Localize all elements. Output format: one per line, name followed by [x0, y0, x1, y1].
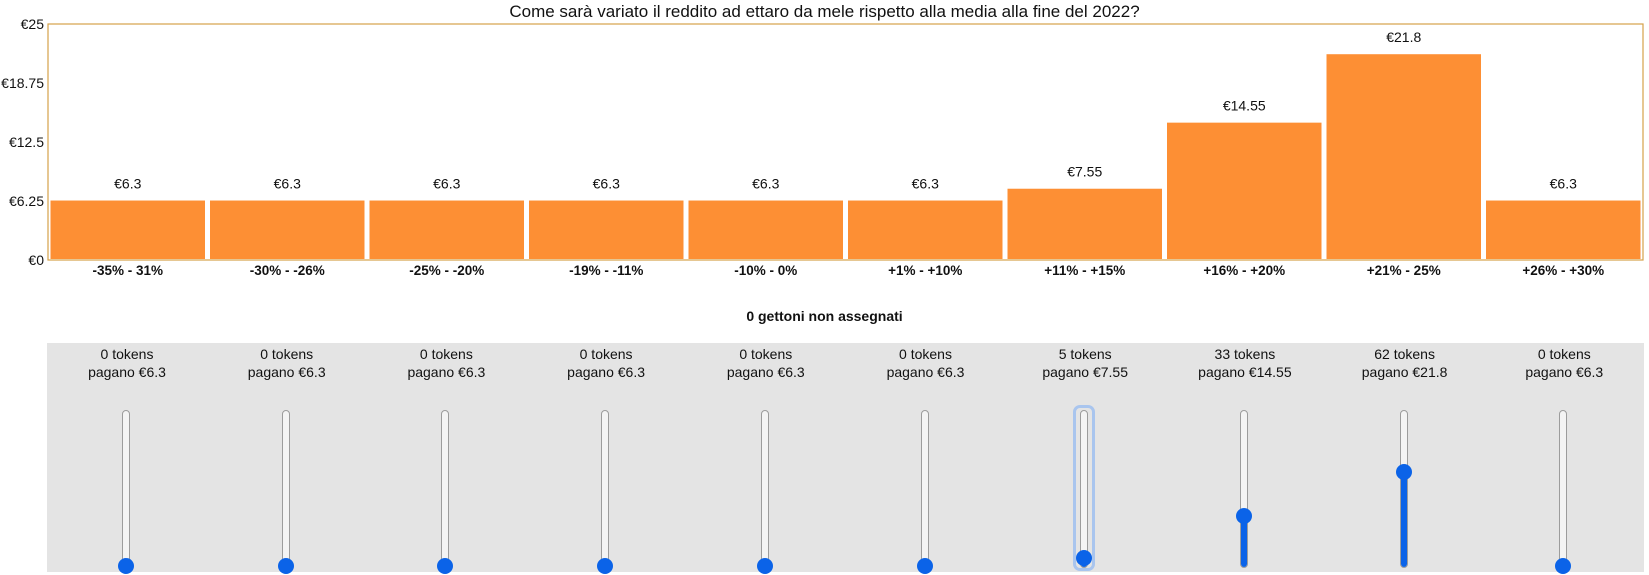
bar [1167, 122, 1322, 259]
slider-thumb[interactable] [756, 558, 773, 574]
token-slider-column: 0 tokens pagano €6.3 [47, 343, 207, 574]
y-tick-label: €0 [28, 252, 44, 268]
slider-fill [1400, 472, 1407, 567]
tokens-label: 0 tokens [579, 346, 633, 362]
bar [1007, 188, 1162, 259]
slider-thumb[interactable] [597, 558, 614, 574]
category-label: -30% - -26% [250, 263, 325, 278]
category-label: +16% - +20% [1203, 263, 1285, 278]
bar-value-label: €6.3 [274, 176, 301, 192]
bar-value-label: €6.3 [433, 176, 460, 192]
payout-label: pagano €6.3 [247, 364, 326, 380]
payout-label: pagano €6.3 [726, 364, 805, 380]
category-label: -10% - 0% [734, 263, 797, 278]
payout-label: pagano €6.3 [407, 364, 486, 380]
tokens-label: 0 tokens [1537, 346, 1591, 362]
category-label: -25% - -20% [409, 263, 484, 278]
slider-track[interactable] [1559, 410, 1568, 568]
token-slider-column: 0 tokens pagano €6.3 [207, 343, 367, 574]
category-label: -35% - 31% [92, 263, 163, 278]
y-tick-label: €18.75 [1, 75, 44, 91]
bar [1486, 200, 1641, 259]
tokens-label: 0 tokens [739, 346, 793, 362]
token-slider-column: 0 tokens pagano €6.3 [846, 343, 1006, 574]
slider-panel: 0 tokens pagano €6.3 0 tokens pagano €6.3 0 … [47, 343, 1644, 574]
bar-chart: €0 €6.25 €12.5 €18.75 €25 €6.3 -35% - 31% €6.3 -… [1, 16, 1644, 278]
slider-thumb[interactable] [1555, 558, 1572, 574]
bar-value-label: €14.55 [1223, 98, 1266, 114]
category-label: +1% - +10% [888, 263, 962, 278]
category-label: +11% - +15% [1044, 263, 1125, 278]
bar-value-label: €6.3 [752, 176, 779, 192]
tokens-label: 62 tokens [1374, 346, 1435, 362]
category-label: +21% - 25% [1367, 263, 1441, 278]
tokens-label: 5 tokens [1058, 346, 1112, 362]
bar [1326, 54, 1481, 259]
y-tick-label: €6.25 [9, 193, 44, 209]
slider-focus-ring [1073, 405, 1096, 571]
bar-value-label: €6.3 [912, 176, 939, 192]
tokens-label: 0 tokens [419, 346, 473, 362]
token-slider-column: 0 tokens pagano €6.3 [366, 343, 526, 574]
slider-track[interactable] [281, 410, 290, 568]
tokens-label: 0 tokens [260, 346, 314, 362]
slider-track[interactable] [760, 410, 769, 568]
slider-track[interactable] [122, 410, 130, 568]
slider-fill [1240, 516, 1247, 567]
slider-track[interactable] [1239, 410, 1248, 568]
bar-value-label: €6.3 [1550, 176, 1577, 192]
category-label: -19% - -11% [569, 263, 643, 278]
token-slider-column: 0 tokens pagano €6.3 [1484, 343, 1644, 574]
bar [210, 200, 365, 259]
slider-thumb[interactable] [916, 558, 933, 574]
token-slider-column: 0 tokens pagano €6.3 [686, 343, 846, 574]
category-label: +26% - +30% [1522, 263, 1604, 278]
bar-value-label: €7.55 [1067, 164, 1102, 180]
slider-thumb[interactable] [118, 558, 134, 574]
payout-label: pagano €6.3 [886, 364, 965, 380]
chart-title: Come sarà variato il reddito ad ettaro d… [509, 2, 1140, 21]
payout-label: pagano €21.8 [1361, 364, 1448, 380]
bar-value-label: €6.3 [114, 176, 141, 192]
slider-track[interactable] [601, 410, 610, 568]
y-tick-label: €25 [21, 16, 45, 32]
slider-thumb[interactable] [1235, 508, 1252, 525]
payout-label: pagano €7.55 [1042, 364, 1128, 380]
slider-thumb[interactable] [437, 558, 454, 574]
slider-track[interactable] [1080, 410, 1089, 568]
slider-track[interactable] [441, 410, 450, 568]
unassigned-tokens-text: 0 gettoni non assegnati [746, 308, 903, 324]
bar [529, 200, 684, 259]
tokens-label: 0 tokens [899, 346, 952, 362]
token-slider-column: 33 tokens pagano €14.55 [1165, 343, 1325, 572]
slider-track[interactable] [920, 410, 929, 568]
payout-label: pagano €6.3 [1525, 364, 1604, 380]
plot-frame [47, 23, 1644, 261]
token-slider-column: 0 tokens pagano €6.3 [526, 343, 686, 574]
bar [50, 200, 205, 259]
payout-label: pagano €6.3 [567, 364, 646, 380]
bar [688, 200, 843, 259]
bar [848, 200, 1003, 259]
bar-value-label: €21.8 [1386, 29, 1421, 45]
payout-label: pagano €14.55 [1198, 364, 1292, 380]
token-slider-column: 5 tokens pagano €7.55 [1005, 343, 1165, 572]
slider-thumb[interactable] [1395, 464, 1412, 481]
y-tick-label: €12.5 [9, 134, 44, 150]
tokens-label: 0 tokens [100, 346, 154, 362]
bar-value-label: €6.3 [593, 176, 620, 192]
payout-label: pagano €6.3 [88, 364, 166, 380]
slider-thumb[interactable] [1076, 550, 1093, 567]
token-slider-column: 62 tokens pagano €21.8 [1325, 343, 1485, 572]
bar [369, 200, 524, 259]
slider-thumb[interactable] [277, 558, 294, 574]
tokens-label: 33 tokens [1214, 346, 1276, 362]
